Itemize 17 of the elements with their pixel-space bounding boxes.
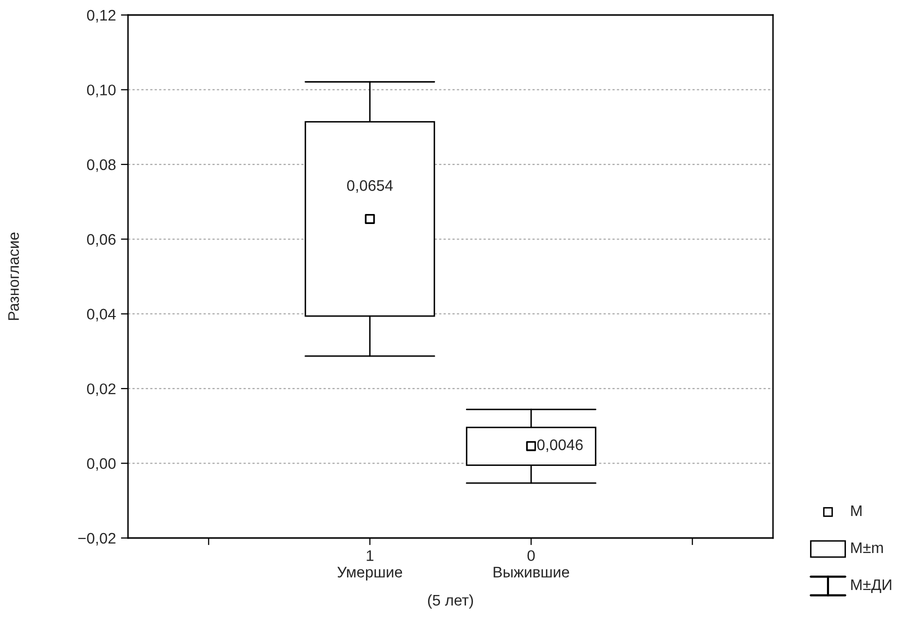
y-tick-label: 0,06 [87, 234, 116, 247]
y-tick-label: 0,12 [87, 10, 116, 22]
annotation: 0,0654 [347, 180, 393, 193]
text: M±ДИ [851, 579, 892, 593]
y-tick-label: −0,02 [78, 532, 116, 546]
x-tick-label: 1 Умершие [337, 550, 402, 581]
y-tick-label: 0,02 [87, 383, 116, 396]
x-axis-title: (5 лет) [428, 594, 473, 609]
y-tick-label: 0,08 [87, 159, 116, 172]
annotation: 0,0046 [537, 439, 583, 452]
y-tick-label: 0,04 [87, 308, 116, 322]
x-tick-label: 0 Выжившие [494, 550, 570, 578]
text: M [851, 505, 862, 516]
text: M±m [851, 542, 883, 553]
y-axis-title: Разногласие [8, 232, 19, 320]
y-tick-label: 0,10 [87, 84, 116, 98]
y-tick-label: 0,00 [87, 458, 116, 471]
